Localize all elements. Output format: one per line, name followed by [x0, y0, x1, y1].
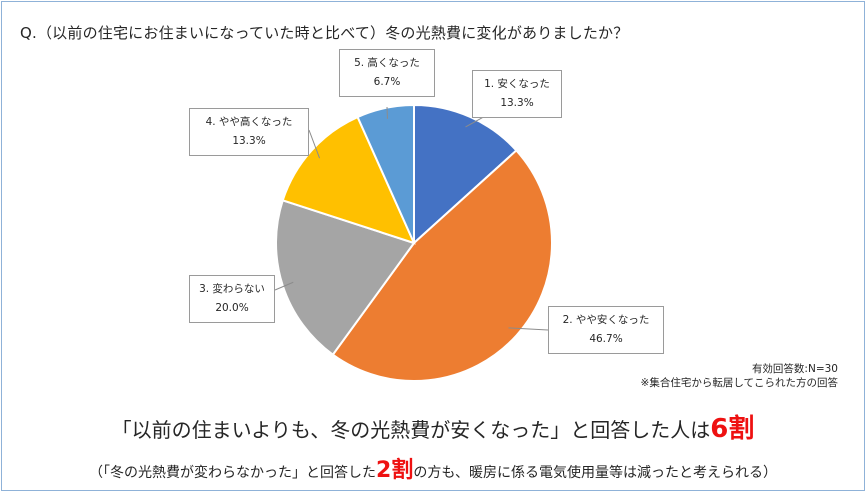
pie-slice-4: [356, 103, 415, 244]
subline-highlight: 2割: [376, 458, 414, 483]
slice-label-0: 1. 安くなった: [484, 78, 550, 90]
slice-label-3: 4. やや高くなった: [205, 116, 293, 128]
slice-value-2: 20.0%: [215, 302, 249, 314]
headline-highlight: 6割: [710, 414, 755, 444]
pie-slice-0: [413, 103, 518, 246]
slice-value-3: 13.3%: [232, 135, 266, 147]
respondent-note: 有効回答数:N=30 ※集合住宅から転居してこられた方の回答: [641, 362, 838, 390]
label-callout-2: 3. 変わらない 20.0%: [189, 275, 275, 323]
leader-line-3: [308, 129, 321, 159]
label-callout-4: 5. 高くなった 6.7%: [339, 49, 435, 97]
leader-line-1: [508, 327, 549, 331]
label-callout-0: 1. 安くなった 13.3%: [472, 70, 562, 118]
label-callout-3: 4. やや高くなった 13.3%: [189, 108, 309, 156]
question-title: Q.（以前の住宅にお住まいになっていた時と比べて）冬の光熱費に変化がありましたか…: [20, 24, 629, 42]
label-callout-1: 2. やや安くなった 46.7%: [548, 306, 664, 354]
subline-text-end: の方も、暖房に係る電気使用量等は減ったと考えられる）: [413, 465, 777, 481]
headline-text: 「以前の住まいよりも、冬の光熱費が安くなった」と回答した人は: [111, 418, 711, 442]
note-scope: ※集合住宅から転居してこられた方の回答: [640, 377, 838, 389]
note-sample-size: 有効回答数:N=30: [751, 363, 838, 375]
slice-value-4: 6.7%: [373, 76, 401, 88]
subline: （「冬の光熱費が変わらなかった」と回答した2割の方も、暖房に係る電気使用量等は減…: [0, 452, 866, 484]
headline: 「以前の住まいよりも、冬の光熱費が安くなった」と回答した人は6割: [0, 408, 866, 445]
pie-slice-1: [331, 149, 553, 382]
pie-slice-2: [275, 199, 416, 357]
slice-label-4: 5. 高くなった: [354, 57, 420, 69]
leader-line-2: [274, 281, 294, 291]
slice-label-2: 3. 変わらない: [199, 283, 265, 295]
subline-text-start: （「冬の光熱費が変わらなかった」と回答した: [89, 465, 377, 481]
slice-value-1: 46.7%: [589, 333, 623, 345]
slice-label-1: 2. やや安くなった: [562, 314, 650, 326]
slice-value-0: 13.3%: [500, 97, 534, 109]
